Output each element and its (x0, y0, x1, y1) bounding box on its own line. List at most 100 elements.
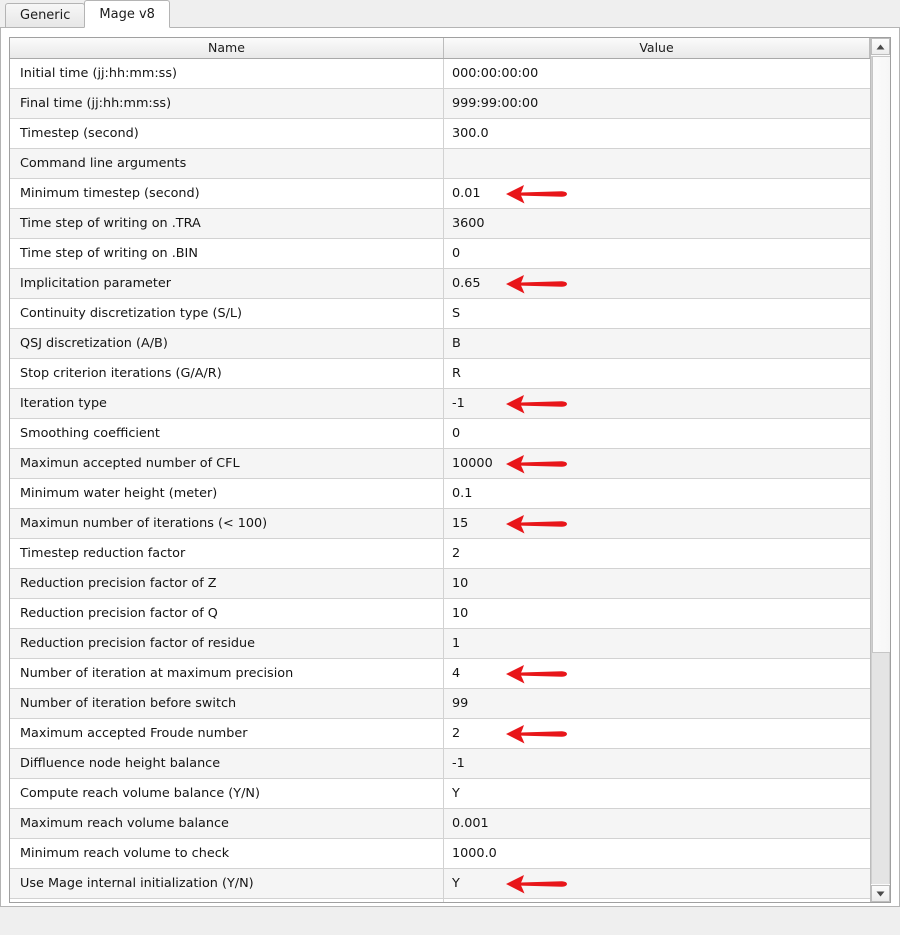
table-row[interactable]: QSJ discretization (A/B) B (10, 329, 871, 359)
cell-parameter-name: Minimum timestep (second) (10, 179, 444, 208)
cell-parameter-value[interactable]: 10 (444, 599, 870, 628)
status-bar (0, 908, 900, 935)
column-header-name[interactable]: Name (10, 38, 444, 58)
cell-parameter-value[interactable]: 0.01 (444, 179, 870, 208)
cell-parameter-value-text: 2 (452, 546, 461, 561)
cell-parameter-value[interactable]: 4 (444, 659, 870, 688)
table-row[interactable]: Stop criterion iterations (G/A/R) R (10, 359, 871, 389)
table-row[interactable]: Final time (jj:hh:mm:ss) 999:99:00:00 (10, 89, 871, 119)
cell-parameter-value-text: 0.1 (452, 486, 473, 501)
table-row[interactable]: Timestep (second) 300.0 (10, 119, 871, 149)
table-row[interactable]: Time step of writing on .BIN 0 (10, 239, 871, 269)
cell-parameter-value[interactable]: 0 (444, 419, 870, 448)
cell-parameter-value[interactable]: 2 (444, 719, 870, 748)
red-left-arrow-icon (504, 273, 570, 295)
table-row[interactable]: Minimum water height (meter) 0.1 (10, 479, 871, 509)
table-row[interactable]: Time step of writing on .TRA 3600 (10, 209, 871, 239)
cell-parameter-value[interactable] (444, 899, 870, 902)
cell-parameter-value-text: R (452, 366, 461, 381)
cell-parameter-value[interactable]: 1 (444, 629, 870, 658)
cell-parameter-value[interactable]: 2 (444, 539, 870, 568)
cell-parameter-value[interactable]: 3600 (444, 209, 870, 238)
cell-parameter-value[interactable]: S (444, 299, 870, 328)
scroll-up-arrow-icon[interactable] (871, 38, 890, 55)
table-row[interactable]: Command line arguments (10, 149, 871, 179)
table-row[interactable]: Reduction precision factor of Q 10 (10, 599, 871, 629)
table-row[interactable]: Maximun accepted number of CFL 10000 (10, 449, 871, 479)
cell-parameter-value[interactable]: 15 (444, 509, 870, 538)
parameters-table: Name Value Initial time (jj:hh:mm:ss) 000… (9, 37, 891, 903)
cell-parameter-name: Iteration type (10, 389, 444, 418)
cell-parameter-value[interactable]: 300.0 (444, 119, 870, 148)
table-row[interactable]: Maximum reach volume balance 0.001 (10, 809, 871, 839)
cell-parameter-value[interactable]: R (444, 359, 870, 388)
cell-parameter-value[interactable]: -1 (444, 389, 870, 418)
vertical-scrollbar[interactable] (870, 38, 890, 902)
table-row[interactable]: Maximun number of iterations (< 100) 15 (10, 509, 871, 539)
cell-parameter-value-text: 0 (452, 246, 461, 261)
red-left-arrow-icon (504, 453, 570, 475)
cell-parameter-value[interactable]: 10000 (444, 449, 870, 478)
table-row[interactable]: Maximum accepted Froude number 2 (10, 719, 871, 749)
table-row[interactable]: Reduction precision factor of residue 1 (10, 629, 871, 659)
cell-parameter-value-text: 1000.0 (452, 846, 497, 861)
table-row[interactable]: Continuity discretization type (S/L) S (10, 299, 871, 329)
cell-parameter-value[interactable]: 10 (444, 569, 870, 598)
table-row[interactable] (10, 899, 871, 902)
table-row[interactable]: Initial time (jj:hh:mm:ss) 000:00:00:00 (10, 59, 871, 89)
cell-parameter-value-text: 10 (452, 606, 469, 621)
tab-generic[interactable]: Generic (5, 3, 86, 28)
table-row[interactable]: Diffluence node height balance -1 (10, 749, 871, 779)
table-header-row: Name Value (10, 38, 890, 59)
table-row[interactable]: Number of iteration before switch 99 (10, 689, 871, 719)
cell-parameter-value[interactable]: 000:00:00:00 (444, 59, 870, 88)
table-row[interactable]: Compute reach volume balance (Y/N) Y (10, 779, 871, 809)
cell-parameter-value-text: 0 (452, 426, 461, 441)
cell-parameter-value[interactable]: -1 (444, 749, 870, 778)
cell-parameter-value[interactable]: B (444, 329, 870, 358)
cell-parameter-name: Stop criterion iterations (G/A/R) (10, 359, 444, 388)
cell-parameter-value[interactable]: 0 (444, 239, 870, 268)
cell-parameter-name: Reduction precision factor of Q (10, 599, 444, 628)
cell-parameter-name: Minimum water height (meter) (10, 479, 444, 508)
table-row[interactable]: Minimum timestep (second) 0.01 (10, 179, 871, 209)
scrollbar-track[interactable] (871, 56, 890, 884)
cell-parameter-value[interactable]: 99 (444, 689, 870, 718)
cell-parameter-name: QSJ discretization (A/B) (10, 329, 444, 358)
table-row[interactable]: Iteration type -1 (10, 389, 871, 419)
table-row[interactable]: Smoothing coefficient 0 (10, 419, 871, 449)
cell-parameter-value-text: -1 (452, 396, 465, 411)
red-left-arrow-icon (504, 513, 570, 535)
cell-parameter-value[interactable]: 0.1 (444, 479, 870, 508)
cell-parameter-value[interactable]: 0.65 (444, 269, 870, 298)
cell-parameter-name: Compute reach volume balance (Y/N) (10, 779, 444, 808)
cell-parameter-name (10, 899, 444, 902)
table-row[interactable]: Timestep reduction factor 2 (10, 539, 871, 569)
table-row[interactable]: Implicitation parameter 0.65 (10, 269, 871, 299)
cell-parameter-name: Maximun number of iterations (< 100) (10, 509, 444, 538)
cell-parameter-value[interactable]: Y (444, 779, 870, 808)
red-left-arrow-icon (504, 393, 570, 415)
cell-parameter-value[interactable]: 999:99:00:00 (444, 89, 870, 118)
cell-parameter-value[interactable]: 1000.0 (444, 839, 870, 868)
cell-parameter-name: Final time (jj:hh:mm:ss) (10, 89, 444, 118)
cell-parameter-value[interactable]: 0.001 (444, 809, 870, 838)
table-row[interactable]: Minimum reach volume to check 1000.0 (10, 839, 871, 869)
scroll-down-arrow-icon[interactable] (871, 885, 890, 902)
cell-parameter-name: Reduction precision factor of residue (10, 629, 444, 658)
red-left-arrow-icon (504, 183, 570, 205)
cell-parameter-value-text: 10000 (452, 456, 493, 471)
table-row[interactable]: Reduction precision factor of Z 10 (10, 569, 871, 599)
cell-parameter-value-text: S (452, 306, 461, 321)
cell-parameter-value-text: 0.01 (452, 186, 481, 201)
column-header-value[interactable]: Value (444, 38, 870, 58)
red-left-arrow-icon (504, 723, 570, 745)
cell-parameter-value[interactable] (444, 149, 870, 178)
cell-parameter-name: Maximum accepted Froude number (10, 719, 444, 748)
table-row[interactable]: Number of iteration at maximum precision… (10, 659, 871, 689)
cell-parameter-value[interactable]: Y (444, 869, 870, 898)
cell-parameter-value-text: B (452, 336, 461, 351)
table-row[interactable]: Use Mage internal initialization (Y/N) Y (10, 869, 871, 899)
tab-mage-v8[interactable]: Mage v8 (84, 0, 170, 28)
scrollbar-thumb[interactable] (872, 56, 890, 653)
